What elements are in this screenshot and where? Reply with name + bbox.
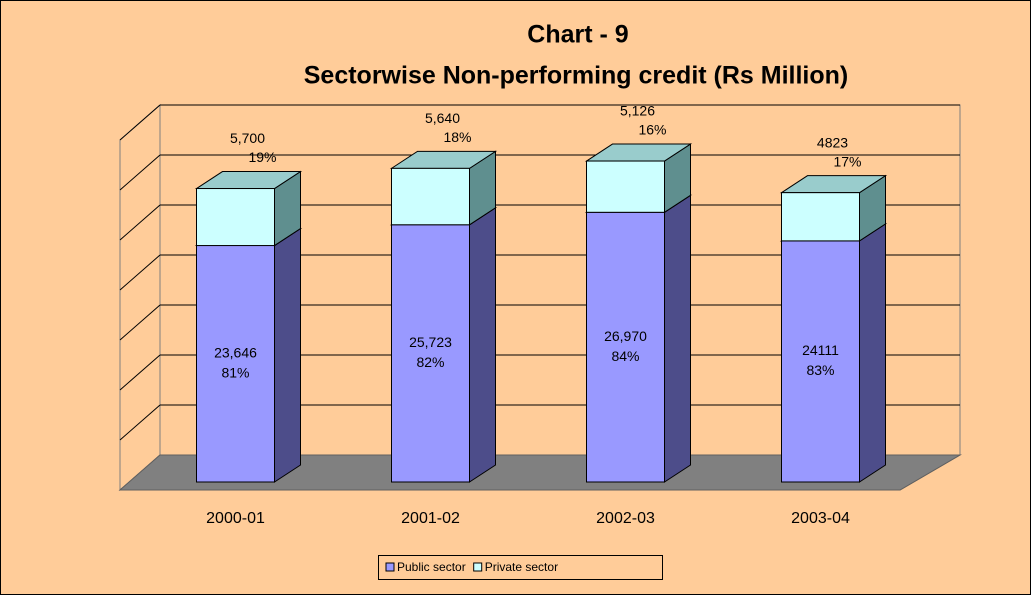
x-tick-label: 2003-04 — [791, 510, 850, 527]
bar — [196, 188, 275, 247]
data-label: 84% — [611, 348, 639, 364]
floor — [118, 454, 962, 491]
bar-side — [859, 222, 886, 483]
data-label: 18% — [443, 129, 471, 145]
chart-subtitle: Sectorwise Non-performing credit (Rs Mil… — [304, 62, 849, 90]
bar — [391, 167, 470, 226]
side-grid-line — [119, 154, 161, 191]
side-grid-line — [119, 204, 161, 241]
data-label: 24111 — [802, 342, 839, 358]
side-grid-line — [119, 104, 161, 141]
x-tick-label: 2001-02 — [401, 510, 460, 527]
data-label: 5,700 — [230, 130, 265, 146]
bar — [586, 211, 665, 483]
legend-label: Private sector — [485, 560, 558, 574]
bar — [586, 160, 665, 213]
data-label: 16% — [638, 122, 666, 138]
data-label: 17% — [833, 153, 861, 169]
data-label: 5,126 — [620, 103, 655, 119]
bar-side — [274, 227, 301, 483]
data-label: 25,723 — [409, 334, 452, 350]
bar-side — [664, 194, 691, 483]
data-label: 19% — [248, 149, 276, 165]
x-tick-label: 2000-01 — [206, 510, 265, 527]
data-label: 82% — [416, 354, 444, 370]
data-label: 81% — [221, 364, 249, 380]
data-label: 5,640 — [425, 110, 460, 126]
legend-box — [378, 555, 663, 580]
bar — [781, 240, 860, 483]
bar — [196, 245, 275, 483]
data-label: 26,970 — [604, 328, 647, 344]
side-grid-line — [119, 354, 161, 391]
data-label: 83% — [806, 362, 834, 378]
bar-side — [469, 206, 496, 483]
chart-title: Chart - 9 — [527, 21, 628, 49]
bar — [781, 192, 860, 242]
side-grid-line — [119, 304, 161, 341]
legend-label: Public sector — [397, 560, 466, 574]
legend-swatch — [385, 562, 395, 572]
side-grid-line — [119, 254, 161, 291]
legend-swatch — [473, 562, 483, 572]
data-label: 23,646 — [214, 344, 257, 360]
data-label: 4823 — [817, 134, 848, 150]
x-tick-label: 2002-03 — [596, 510, 655, 527]
side-grid-line — [119, 404, 161, 441]
